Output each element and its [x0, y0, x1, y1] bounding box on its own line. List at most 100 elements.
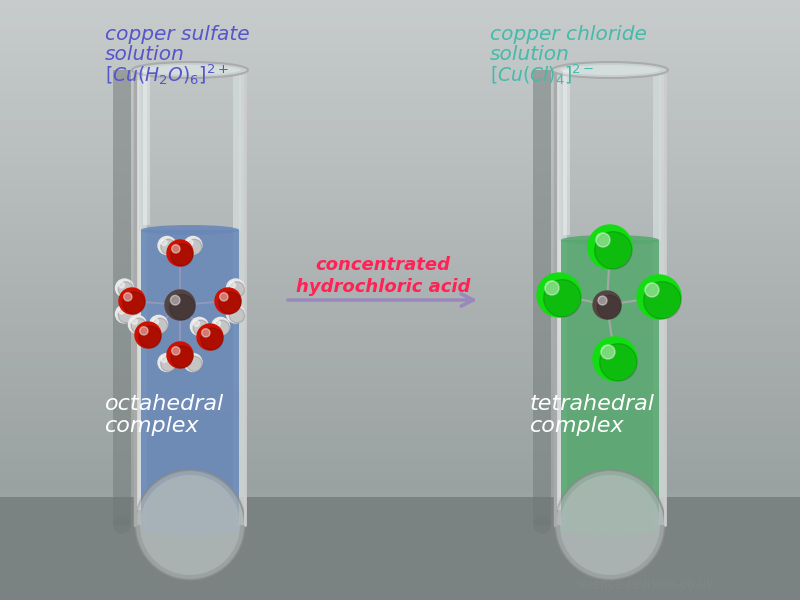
Circle shape	[158, 353, 176, 371]
Bar	[0, 202, 800, 210]
Circle shape	[197, 324, 223, 350]
Circle shape	[229, 308, 245, 323]
Bar	[141, 230, 239, 530]
Circle shape	[588, 225, 632, 269]
Bar	[233, 70, 245, 525]
Bar	[113, 70, 131, 525]
Circle shape	[593, 337, 637, 381]
Bar	[0, 195, 800, 202]
Bar	[0, 113, 800, 120]
Bar	[0, 323, 800, 330]
Bar	[0, 495, 800, 503]
Bar	[0, 337, 800, 345]
Ellipse shape	[140, 475, 240, 575]
Circle shape	[162, 240, 167, 245]
Circle shape	[167, 240, 193, 266]
Circle shape	[187, 357, 193, 362]
Bar	[563, 70, 570, 235]
Circle shape	[153, 319, 158, 325]
Circle shape	[152, 318, 168, 334]
Bar	[555, 70, 567, 525]
Circle shape	[139, 326, 161, 348]
Circle shape	[214, 320, 230, 335]
Bar	[0, 37, 800, 45]
Bar	[0, 142, 800, 150]
Bar	[0, 525, 800, 533]
Circle shape	[596, 233, 610, 247]
Bar	[0, 495, 800, 600]
Circle shape	[645, 283, 659, 297]
Bar	[137, 80, 141, 510]
Bar	[0, 82, 800, 90]
Circle shape	[593, 291, 621, 319]
Bar	[0, 457, 800, 465]
Circle shape	[545, 281, 559, 295]
Bar	[0, 0, 800, 7]
Bar	[0, 270, 800, 277]
Bar	[0, 157, 800, 165]
Bar	[0, 585, 800, 593]
Bar	[0, 397, 800, 405]
Circle shape	[537, 273, 581, 317]
Ellipse shape	[113, 516, 131, 534]
Ellipse shape	[140, 65, 240, 75]
Bar	[0, 307, 800, 315]
Bar	[533, 70, 551, 525]
Ellipse shape	[561, 525, 659, 535]
Circle shape	[212, 317, 230, 335]
Circle shape	[119, 288, 145, 314]
Bar	[0, 105, 800, 113]
Circle shape	[229, 282, 245, 297]
Circle shape	[230, 308, 235, 314]
Circle shape	[118, 308, 125, 314]
Bar	[0, 360, 800, 367]
Circle shape	[171, 244, 193, 266]
Bar	[0, 367, 800, 375]
Bar	[0, 577, 800, 585]
Bar	[0, 487, 800, 495]
Circle shape	[597, 295, 621, 319]
Circle shape	[124, 293, 132, 301]
Bar	[0, 555, 800, 563]
Circle shape	[187, 240, 193, 245]
Circle shape	[118, 282, 134, 297]
Bar	[0, 443, 800, 450]
Bar	[0, 345, 800, 352]
Text: complex: complex	[530, 416, 625, 436]
Ellipse shape	[561, 235, 659, 245]
Bar	[0, 420, 800, 427]
Bar	[0, 413, 800, 420]
Bar	[0, 217, 800, 225]
Bar	[0, 263, 800, 270]
Text: science-revision.co.uk: science-revision.co.uk	[575, 578, 714, 591]
Circle shape	[184, 353, 202, 371]
Bar	[0, 225, 800, 232]
Bar	[0, 150, 800, 157]
Circle shape	[118, 282, 125, 288]
Circle shape	[230, 282, 235, 288]
Ellipse shape	[552, 62, 668, 78]
Bar	[561, 240, 659, 530]
Text: hydrochloric acid: hydrochloric acid	[296, 278, 470, 296]
Circle shape	[220, 293, 228, 301]
Circle shape	[140, 326, 148, 335]
Bar	[0, 97, 800, 105]
Circle shape	[162, 357, 167, 362]
Bar	[0, 390, 800, 397]
Text: copper chloride: copper chloride	[490, 25, 647, 44]
Circle shape	[167, 342, 193, 368]
Text: octahedral: octahedral	[105, 394, 224, 414]
Text: copper sulfate: copper sulfate	[105, 25, 250, 44]
Bar	[0, 593, 800, 600]
Circle shape	[598, 296, 607, 305]
Bar	[0, 277, 800, 285]
Circle shape	[161, 356, 176, 371]
Bar	[0, 75, 800, 82]
Bar	[0, 67, 800, 75]
Bar	[0, 473, 800, 480]
Circle shape	[161, 239, 176, 254]
Circle shape	[226, 279, 245, 297]
Bar	[0, 30, 800, 37]
Bar	[0, 45, 800, 52]
Text: complex: complex	[105, 416, 200, 436]
